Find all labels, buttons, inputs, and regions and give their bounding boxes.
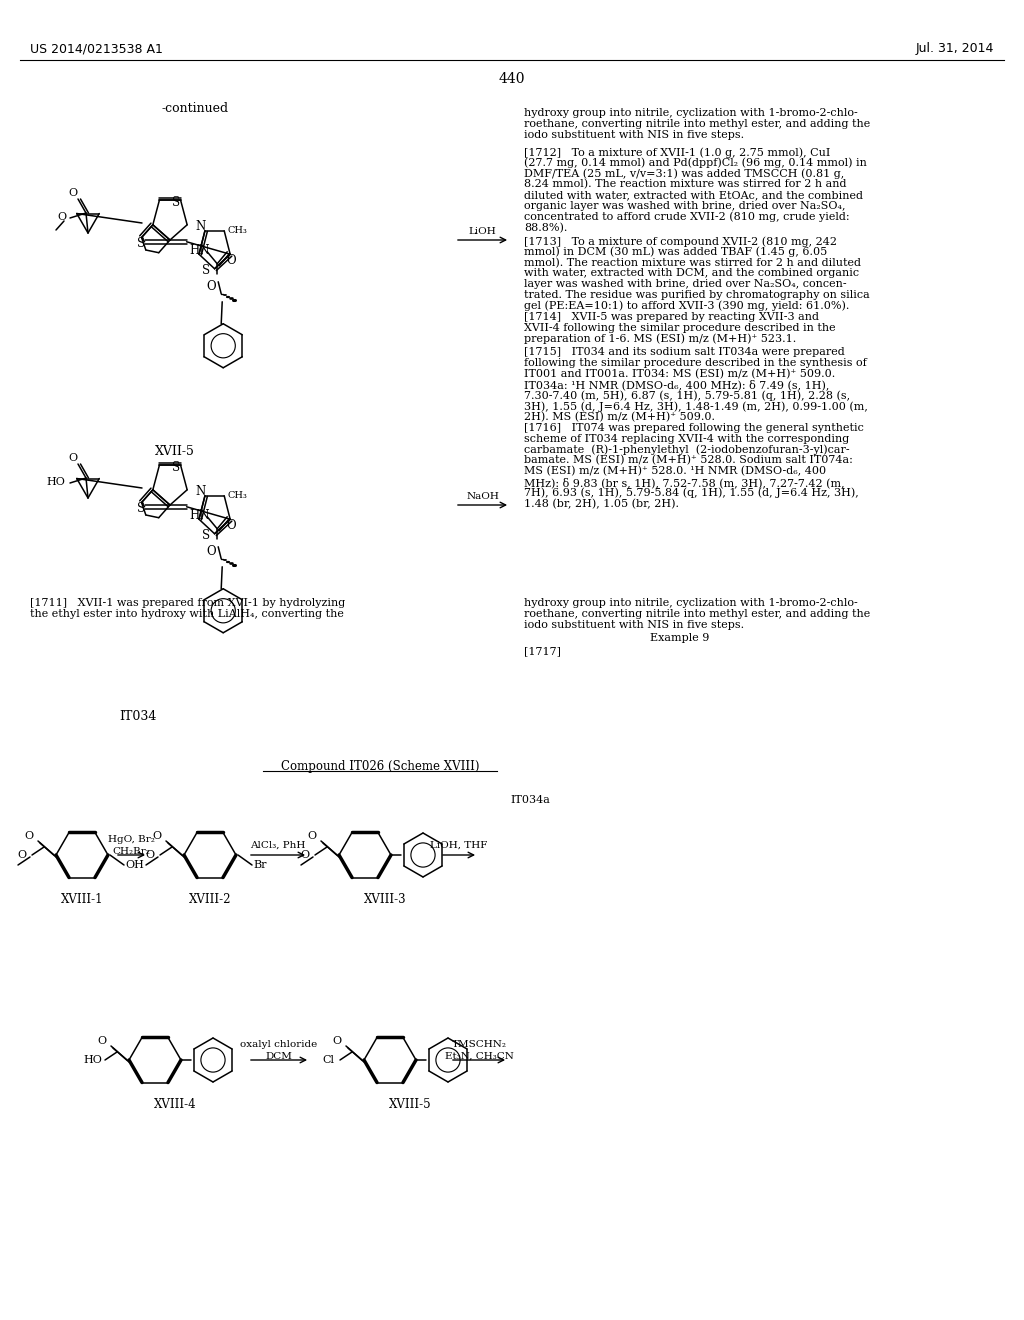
Text: CH₃: CH₃ [227, 226, 247, 235]
Text: 8.24 mmol). The reaction mixture was stirred for 2 h and: 8.24 mmol). The reaction mixture was sti… [524, 180, 847, 190]
Text: 88.8%).: 88.8%). [524, 223, 567, 232]
Text: Cl: Cl [322, 1055, 334, 1065]
Text: N: N [196, 484, 206, 498]
Text: XVIII-5: XVIII-5 [389, 1098, 431, 1111]
Text: CH₃: CH₃ [227, 491, 247, 500]
Text: the ethyl ester into hydroxy with LiAlH₄, converting the: the ethyl ester into hydroxy with LiAlH₄… [30, 609, 344, 619]
Text: S: S [172, 197, 179, 209]
Text: XVIII-1: XVIII-1 [60, 894, 103, 906]
Text: O: O [333, 1036, 342, 1045]
Text: S: S [202, 529, 210, 541]
Text: IT034a: IT034a [510, 795, 550, 805]
Text: gel (PE:EA=10:1) to afford XVII-3 (390 mg, yield: 61.0%).: gel (PE:EA=10:1) to afford XVII-3 (390 m… [524, 301, 849, 312]
Text: following the similar procedure described in the synthesis of: following the similar procedure describe… [524, 358, 866, 368]
Text: iodo substituent with NIS in five steps.: iodo substituent with NIS in five steps. [524, 129, 744, 140]
Text: trated. The residue was purified by chromatography on silica: trated. The residue was purified by chro… [524, 290, 869, 300]
Text: O: O [307, 832, 316, 841]
Text: 7H), 6.93 (s, 1H), 5.79-5.84 (q, 1H), 1.55 (d, J=6.4 Hz, 3H),: 7H), 6.93 (s, 1H), 5.79-5.84 (q, 1H), 1.… [524, 488, 859, 499]
Text: 1.48 (br, 2H), 1.05 (br, 2H).: 1.48 (br, 2H), 1.05 (br, 2H). [524, 499, 679, 510]
Text: CH₂Br₂: CH₂Br₂ [112, 847, 150, 855]
Text: 3H), 1.55 (d, J=6.4 Hz, 3H), 1.48-1.49 (m, 2H), 0.99-1.00 (m,: 3H), 1.55 (d, J=6.4 Hz, 3H), 1.48-1.49 (… [524, 401, 868, 412]
Text: [1716]   IT074 was prepared following the general synthetic: [1716] IT074 was prepared following the … [524, 422, 864, 433]
Text: 440: 440 [499, 73, 525, 86]
Text: XVII-5: XVII-5 [155, 445, 195, 458]
Text: N: N [196, 219, 206, 232]
Text: HN: HN [189, 244, 210, 257]
Text: O: O [226, 253, 236, 267]
Text: O: O [300, 850, 309, 861]
Text: organic layer was washed with brine, dried over Na₂SO₄,: organic layer was washed with brine, dri… [524, 201, 846, 211]
Text: mmol) in DCM (30 mL) was added TBAF (1.45 g, 6.05: mmol) in DCM (30 mL) was added TBAF (1.4… [524, 247, 827, 257]
Text: NaOH: NaOH [466, 492, 499, 502]
Text: (27.7 mg, 0.14 mmol) and Pd(dppf)Cl₂ (96 mg, 0.14 mmol) in: (27.7 mg, 0.14 mmol) and Pd(dppf)Cl₂ (96… [524, 158, 867, 169]
Text: iodo substituent with NIS in five steps.: iodo substituent with NIS in five steps. [524, 619, 744, 630]
Text: roethane, converting nitrile into methyl ester, and adding the: roethane, converting nitrile into methyl… [524, 609, 870, 619]
Text: diluted with water, extracted with EtOAc, and the combined: diluted with water, extracted with EtOAc… [524, 190, 863, 201]
Text: S: S [172, 461, 179, 474]
Text: HO: HO [46, 477, 66, 487]
Text: O: O [57, 213, 67, 222]
Text: IT001 and IT001a. IT034: MS (ESI) m/z (M+H)⁺ 509.0.: IT001 and IT001a. IT034: MS (ESI) m/z (M… [524, 368, 836, 379]
Text: [1717]: [1717] [524, 645, 561, 656]
Text: Example 9: Example 9 [650, 634, 710, 643]
Text: bamate. MS (ESI) m/z (M+H)⁺ 528.0. Sodium salt IT074a:: bamate. MS (ESI) m/z (M+H)⁺ 528.0. Sodiu… [524, 455, 853, 466]
Text: 2H). MS (ESI) m/z (M+H)⁺ 509.0.: 2H). MS (ESI) m/z (M+H)⁺ 509.0. [524, 412, 715, 422]
Text: [1714]   XVII-5 was prepared by reacting XVII-3 and: [1714] XVII-5 was prepared by reacting X… [524, 312, 819, 322]
Text: mmol). The reaction mixture was stirred for 2 h and diluted: mmol). The reaction mixture was stirred … [524, 257, 861, 268]
Text: O: O [226, 519, 236, 532]
Text: S: S [202, 264, 210, 277]
Text: IT034a: ¹H NMR (DMSO-d₆, 400 MHz): δ 7.49 (s, 1H),: IT034a: ¹H NMR (DMSO-d₆, 400 MHz): δ 7.4… [524, 379, 829, 391]
Text: HN: HN [189, 508, 210, 521]
Text: AlCl₃, PhH: AlCl₃, PhH [250, 841, 306, 850]
Text: DCM: DCM [265, 1052, 293, 1061]
Text: layer was washed with brine, dried over Na₂SO₄, concen-: layer was washed with brine, dried over … [524, 280, 847, 289]
Text: O: O [207, 280, 216, 293]
Text: HgO, Br₂: HgO, Br₂ [108, 836, 155, 843]
Text: roethane, converting nitrile into methyl ester, and adding the: roethane, converting nitrile into methyl… [524, 119, 870, 129]
Text: XVIII-3: XVIII-3 [364, 894, 407, 906]
Text: hydroxy group into nitrile, cyclization with 1-bromo-2-chlo-: hydroxy group into nitrile, cyclization … [524, 108, 858, 117]
Text: XVIII-2: XVIII-2 [188, 894, 231, 906]
Text: MHz): δ 9.83 (br s, 1H), 7.52-7.58 (m, 3H), 7.27-7.42 (m,: MHz): δ 9.83 (br s, 1H), 7.52-7.58 (m, 3… [524, 477, 845, 488]
Text: [1711]   XVII-1 was prepared from XVI-1 by hydrolyzing: [1711] XVII-1 was prepared from XVI-1 by… [30, 598, 345, 609]
Text: [1712]   To a mixture of XVII-1 (1.0 g, 2.75 mmol), CuI: [1712] To a mixture of XVII-1 (1.0 g, 2.… [524, 147, 830, 157]
Text: XVII-4 following the similar procedure described in the: XVII-4 following the similar procedure d… [524, 323, 836, 333]
Text: 7.30-7.40 (m, 5H), 6.87 (s, 1H), 5.79-5.81 (q, 1H), 2.28 (s,: 7.30-7.40 (m, 5H), 6.87 (s, 1H), 5.79-5.… [524, 391, 850, 401]
Text: O: O [25, 832, 34, 841]
Text: IT034: IT034 [120, 710, 157, 723]
Text: O: O [145, 850, 155, 861]
Text: carbamate  (R)-1-phenylethyl  (2-iodobenzofuran-3-yl)car-: carbamate (R)-1-phenylethyl (2-iodobenzo… [524, 445, 850, 455]
Text: -continued: -continued [162, 102, 228, 115]
Text: MS (ESI) m/z (M+H)⁺ 528.0. ¹H NMR (DMSO-d₆, 400: MS (ESI) m/z (M+H)⁺ 528.0. ¹H NMR (DMSO-… [524, 466, 826, 477]
Text: O: O [97, 1036, 106, 1045]
Text: [1713]   To a mixture of compound XVII-2 (810 mg, 242: [1713] To a mixture of compound XVII-2 (… [524, 236, 837, 247]
Text: LiOH: LiOH [469, 227, 497, 236]
Text: S: S [137, 238, 144, 249]
Text: S: S [137, 502, 144, 515]
Text: O: O [69, 187, 78, 198]
Text: O: O [69, 453, 78, 463]
Text: O: O [17, 850, 27, 861]
Text: [1715]   IT034 and its sodium salt IT034a were prepared: [1715] IT034 and its sodium salt IT034a … [524, 347, 845, 356]
Text: Br: Br [253, 861, 266, 870]
Text: O: O [153, 832, 162, 841]
Text: TMSCHN₂: TMSCHN₂ [452, 1040, 507, 1049]
Text: Compound IT026 (Scheme XVIII): Compound IT026 (Scheme XVIII) [281, 760, 479, 774]
Text: oxalyl chloride: oxalyl chloride [241, 1040, 317, 1049]
Text: HO: HO [84, 1055, 102, 1065]
Text: scheme of IT034 replacing XVII-4 with the corresponding: scheme of IT034 replacing XVII-4 with th… [524, 434, 849, 444]
Text: OH: OH [125, 861, 144, 870]
Text: O: O [207, 545, 216, 558]
Text: preparation of 1-6. MS (ESI) m/z (M+H)⁺ 523.1.: preparation of 1-6. MS (ESI) m/z (M+H)⁺ … [524, 334, 797, 345]
Text: concentrated to afford crude XVII-2 (810 mg, crude yield:: concentrated to afford crude XVII-2 (810… [524, 211, 850, 222]
Text: XVIII-4: XVIII-4 [154, 1098, 197, 1111]
Text: with water, extracted with DCM, and the combined organic: with water, extracted with DCM, and the … [524, 268, 859, 279]
Text: Jul. 31, 2014: Jul. 31, 2014 [915, 42, 994, 55]
Text: Et₃N, CH₃CN: Et₃N, CH₃CN [444, 1052, 513, 1061]
Text: LiOH, THF: LiOH, THF [430, 841, 487, 850]
Text: hydroxy group into nitrile, cyclization with 1-bromo-2-chlo-: hydroxy group into nitrile, cyclization … [524, 598, 858, 609]
Text: US 2014/0213538 A1: US 2014/0213538 A1 [30, 42, 163, 55]
Text: DMF/TEA (25 mL, v/v=3:1) was added TMSCCH (0.81 g,: DMF/TEA (25 mL, v/v=3:1) was added TMSCC… [524, 169, 844, 180]
